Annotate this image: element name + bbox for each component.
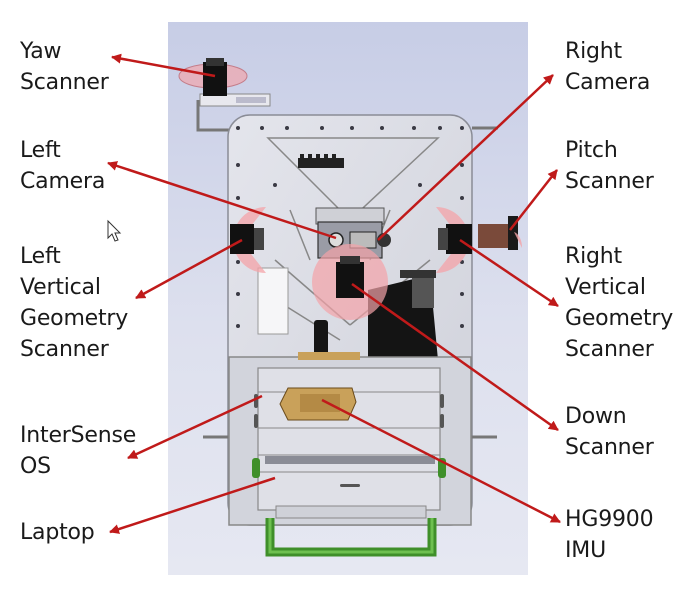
arrow-left-camera	[107, 161, 337, 240]
label-left-camera: Left Camera	[20, 138, 106, 194]
label-right-vertical-geometry-scanner: Right Vertical Geometry Scanner	[565, 244, 674, 362]
arrow-right-camera	[377, 74, 554, 241]
carry-handle	[265, 505, 437, 557]
arrow-right-vertical-geometry-scanner	[459, 238, 559, 308]
connector-block	[298, 154, 344, 168]
arrow-pitch-scanner	[509, 169, 558, 231]
label-yaw-scanner: Yaw Scanner	[20, 39, 109, 95]
label-right-camera: Right Camera	[565, 39, 651, 95]
label-laptop: Laptop	[20, 520, 95, 545]
yaw-scanner	[178, 58, 271, 132]
right-vertical-geometry-scanner	[436, 207, 472, 273]
black-cylinder	[314, 320, 328, 360]
slot-holes	[254, 394, 444, 487]
arrow-yaw-scanner	[111, 53, 216, 78]
side-window	[257, 267, 289, 335]
pitch-scanner	[478, 216, 523, 250]
down-scanner	[312, 244, 388, 320]
arrow-left-vertical-geometry-scanner	[135, 238, 243, 300]
arrow-hg9900-imu	[321, 398, 561, 524]
mounting-holes	[236, 126, 464, 328]
label-intersense-os: InterSense OS	[20, 423, 137, 479]
arrow-intersense-os	[127, 394, 263, 460]
arrow-laptop	[109, 476, 276, 534]
arrows	[107, 53, 561, 534]
left-vertical-geometry-scanner	[230, 207, 266, 273]
hg9900-imu	[279, 387, 357, 421]
vertical-bracket	[368, 270, 438, 360]
label-left-vertical-geometry-scanner: Left Vertical Geometry Scanner	[20, 244, 129, 362]
arrow-down-scanner	[351, 282, 559, 432]
cursor-arrow-icon	[107, 219, 122, 242]
lower-compartment	[228, 352, 472, 526]
label-pitch-scanner: Pitch Scanner	[565, 138, 654, 194]
label-hg9900-imu: HG9900 IMU	[565, 507, 654, 563]
label-down-scanner: Down Scanner	[565, 404, 654, 460]
